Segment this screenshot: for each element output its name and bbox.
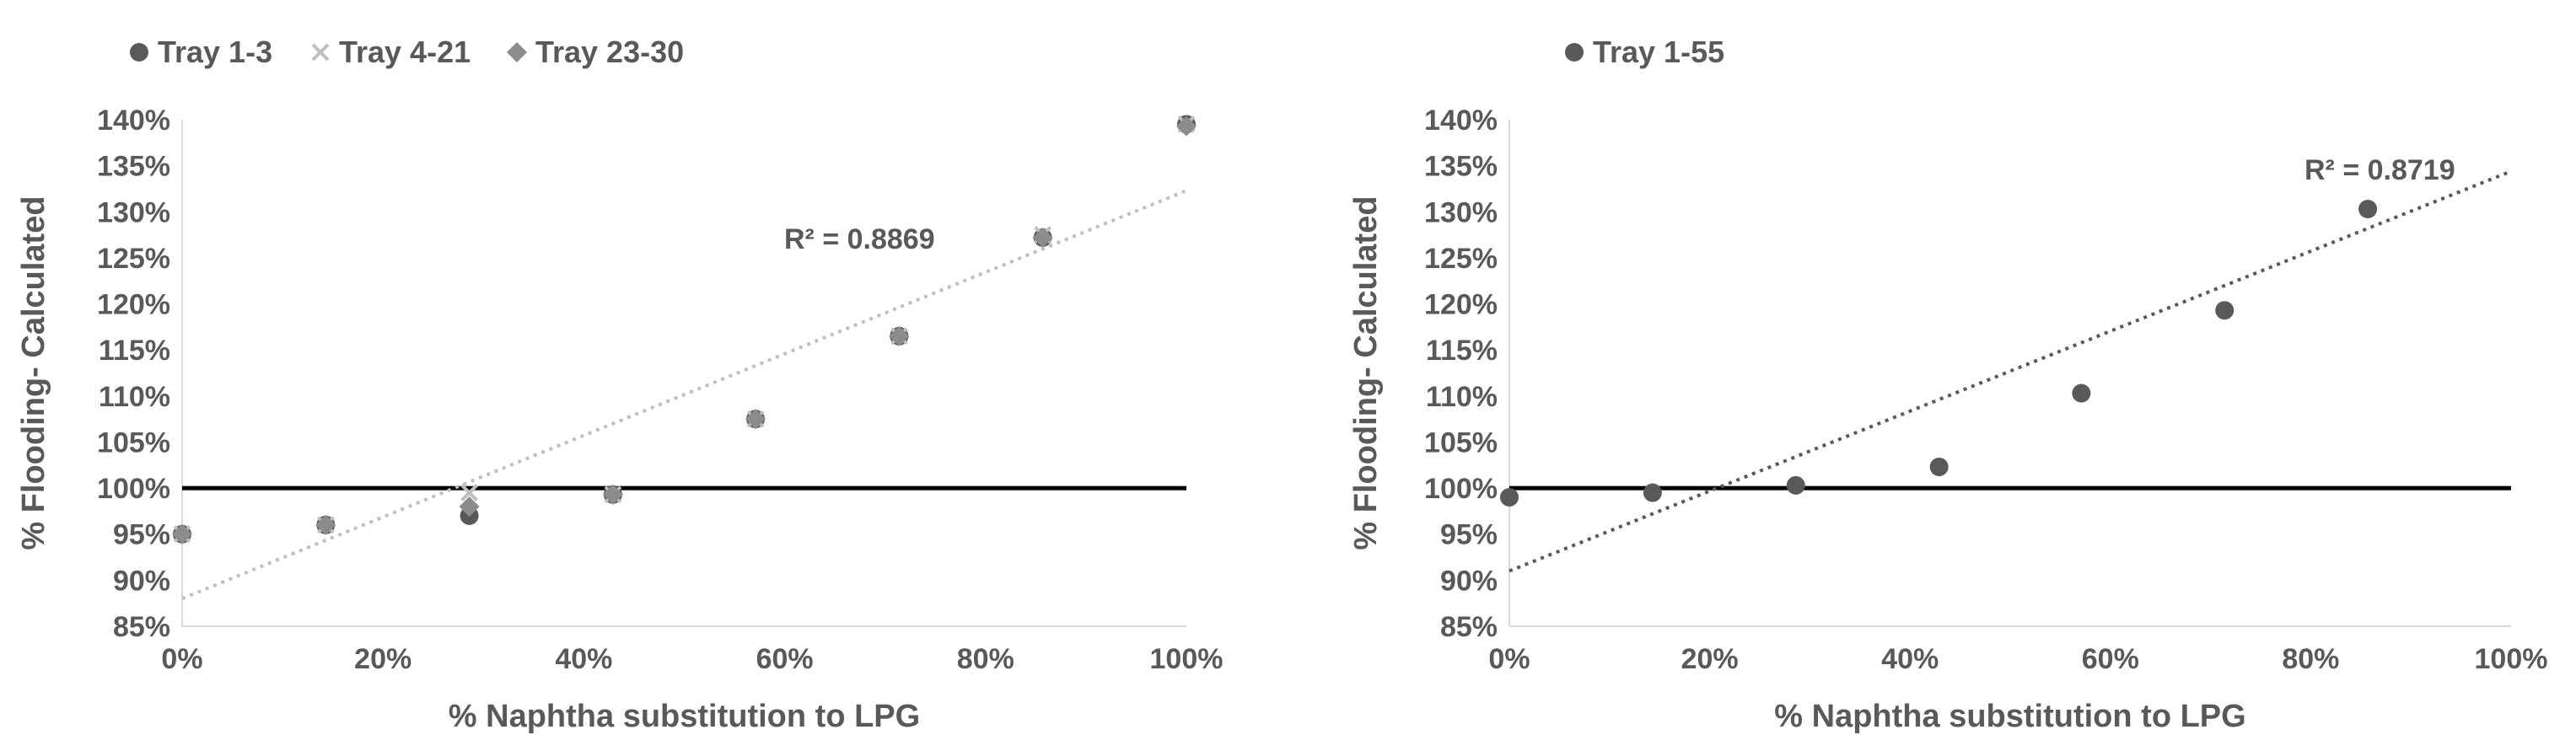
data-point	[2072, 384, 2091, 403]
data-point	[1032, 227, 1053, 248]
y-tick-label: 135%	[97, 151, 170, 183]
y-tick-label: 140%	[97, 105, 170, 137]
data-point	[745, 409, 766, 430]
legend-marker	[130, 43, 148, 62]
y-axis-title: % Flooding- Calculated	[1348, 196, 1384, 550]
y-tick-label: 140%	[1424, 105, 1498, 137]
y-tick-label: 110%	[99, 381, 170, 413]
data-point	[1643, 483, 1662, 502]
y-tick-label: 130%	[97, 196, 170, 228]
legend-label: Tray 1-3	[158, 35, 272, 69]
y-axis-title: % Flooding- Calculated	[16, 196, 51, 550]
x-tick-label: 0%	[1488, 643, 1530, 675]
y-tick-label: 130%	[1424, 196, 1498, 228]
chart-right: 85% 90% 95% 100% 105% 110% 115% 120% 125% 130% 135…	[1348, 35, 2547, 734]
data-point	[172, 523, 192, 544]
x-tick-label: 40%	[1881, 643, 1939, 675]
y-tick-label: 105%	[1424, 426, 1498, 459]
y-tick-label: 85%	[1440, 611, 1498, 643]
legend-marker	[311, 43, 330, 62]
y-tick-label: 85%	[113, 611, 170, 643]
y-tick-label: 90%	[113, 565, 170, 597]
trendline	[181, 189, 1187, 601]
chart-left: 85% 90% 95% 100% 105% 110% 115% 120% 125% 130% 135…	[16, 35, 1223, 734]
y-tick-label: 125%	[97, 243, 170, 275]
x-axis-title: % Naphtha substitution to LPG	[1774, 699, 2245, 734]
x-tick-label: 100%	[2475, 643, 2548, 675]
y-tick-label: 95%	[1440, 519, 1498, 551]
x-axis-title: % Naphtha substitution to LPG	[449, 699, 920, 734]
y-tick-label: 105%	[97, 426, 170, 459]
y-tick-label: 115%	[99, 335, 170, 367]
y-tick-label: 100%	[97, 473, 170, 505]
y-tick-label: 135%	[1424, 151, 1498, 183]
y-tick-label: 90%	[1440, 565, 1498, 597]
data-point	[1176, 115, 1197, 137]
data-point	[602, 484, 623, 505]
y-tick-label: 115%	[1426, 335, 1498, 367]
data-point	[2215, 301, 2235, 320]
data-point	[2358, 199, 2378, 218]
x-tick-label: 60%	[756, 643, 814, 675]
legend-label: Tray 4-21	[339, 35, 471, 69]
x-tick-label: 80%	[2282, 643, 2339, 675]
x-tick-label: 60%	[2082, 643, 2139, 675]
legend-label: Tray 23-30	[535, 35, 684, 69]
x-tick-label: 100%	[1150, 643, 1223, 675]
r2-label: R² = 0.8869	[784, 223, 935, 255]
data-point	[889, 325, 910, 346]
data-point	[460, 484, 479, 502]
legend-label: Tray 1-55	[1593, 35, 1724, 69]
y-tick-label: 120%	[97, 289, 170, 321]
y-tick-label: 125%	[1424, 243, 1498, 275]
y-tick-label: 100%	[1424, 473, 1498, 505]
x-tick-label: 80%	[957, 643, 1014, 675]
x-tick-label: 40%	[555, 643, 612, 675]
y-tick-label: 110%	[1426, 381, 1498, 413]
data-point	[459, 496, 480, 517]
y-tick-label: 95%	[113, 519, 170, 551]
legend-marker	[1565, 43, 1584, 62]
data-point	[315, 514, 336, 535]
data-point	[1786, 475, 1805, 495]
data-point	[1929, 457, 1949, 476]
x-tick-label: 20%	[354, 643, 411, 675]
x-tick-label: 20%	[1681, 643, 1739, 675]
legend-marker	[507, 42, 527, 62]
y-tick-label: 120%	[1424, 289, 1498, 321]
data-point	[1500, 488, 1519, 507]
x-tick-label: 0%	[161, 643, 202, 675]
r2-label: R² = 0.8719	[2304, 154, 2455, 186]
trendline	[1508, 169, 2512, 573]
